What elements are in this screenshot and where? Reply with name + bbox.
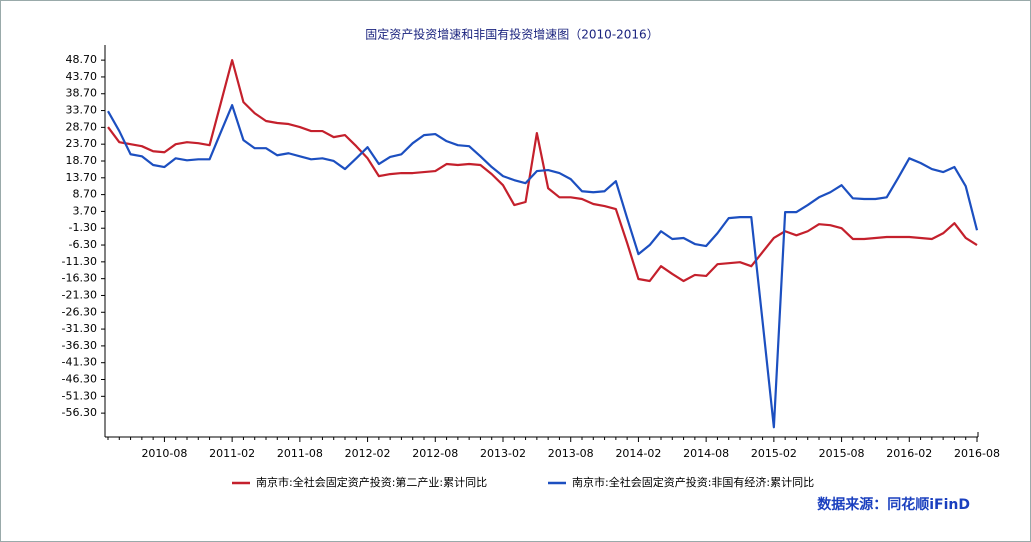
x-tick-label: 2013-08 [548, 447, 594, 460]
x-tick-label: 2016-08 [954, 447, 1000, 460]
y-tick-label: -11.30 [62, 255, 97, 268]
x-tick-label: 2010-08 [141, 447, 187, 460]
y-tick-label: -21.30 [62, 288, 97, 301]
y-tick-label: 23.70 [66, 137, 98, 150]
y-tick-label: -41.30 [62, 356, 97, 369]
y-tick-label: 33.70 [66, 104, 98, 117]
y-tick-label: 38.70 [66, 87, 98, 100]
x-tick-label: 2014-02 [615, 447, 661, 460]
series-line [107, 104, 979, 429]
legend-label: 南京市:全社会固定资产投资:非国有经济:累计同比 [572, 475, 814, 489]
y-tick-label: -31.30 [62, 322, 97, 335]
x-tick-label: 2011-02 [209, 447, 255, 460]
y-tick-label: -36.30 [62, 339, 97, 352]
y-tick-label: -16.30 [62, 272, 97, 285]
y-tick-label: 43.70 [66, 70, 98, 83]
y-tick-label: -26.30 [62, 305, 97, 318]
x-tick-label: 2011-08 [277, 447, 323, 460]
x-tick-label: 2012-02 [345, 447, 391, 460]
y-tick-label: -51.30 [62, 389, 97, 402]
series-line [107, 59, 978, 283]
y-tick-label: -1.30 [69, 221, 97, 234]
x-tick-label: 2014-08 [683, 447, 729, 460]
y-tick-label: 3.70 [73, 204, 98, 217]
x-tick-label: 2015-02 [751, 447, 797, 460]
y-tick-label: 28.70 [66, 120, 98, 133]
y-tick-label: 8.70 [73, 188, 98, 201]
source: 数据来源：同花顺iFinD [817, 496, 970, 513]
y-tick-label: 13.70 [66, 171, 98, 184]
x-tick-label: 2012-08 [412, 447, 458, 460]
x-tick-label: 2015-08 [819, 447, 865, 460]
y-tick-label: -6.30 [69, 238, 97, 251]
y-tick-label: -56.30 [62, 406, 97, 419]
x-tick-label: 2013-02 [480, 447, 526, 460]
y-tick-label: 18.70 [66, 154, 98, 167]
legend-label: 南京市:全社会固定资产投资:第二产业:累计同比 [256, 475, 487, 489]
chart-title: 固定资产投资增速和非国有投资增速图（2010-2016） [365, 27, 658, 42]
x-tick-label: 2016-02 [886, 447, 932, 460]
y-tick-label: -46.30 [62, 373, 97, 386]
y-tick-label: 48.70 [66, 53, 98, 66]
